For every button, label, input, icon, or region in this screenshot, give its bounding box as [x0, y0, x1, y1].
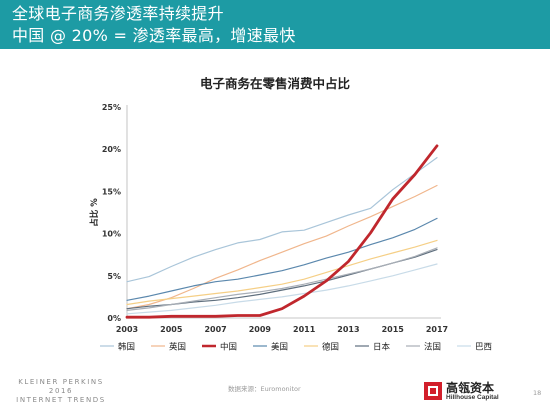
source-note: 数据来源：Euromonitor: [228, 385, 301, 393]
y-tick-label: 15%: [102, 187, 121, 196]
series-line-3: [125, 144, 439, 319]
series-line-1: [126, 157, 438, 283]
y-tick-label: 10%: [102, 230, 121, 239]
footer-brand-line: INTERNET TRENDS: [16, 396, 106, 404]
footer-brand: KLEINER PERKINS 2016 INTERNET TRENDS: [6, 378, 116, 405]
y-tick-label: 5%: [107, 272, 121, 281]
legend-label: 韩国: [118, 342, 135, 353]
x-tick-label: 2013: [337, 325, 359, 334]
slide-title: 全球电子商务渗透率持续提升: [12, 4, 224, 23]
legend-label: 巴西: [475, 343, 492, 353]
legend-label: 中国: [220, 342, 237, 353]
x-tick-label: 2007: [204, 325, 226, 334]
x-tick-label: 2017: [426, 325, 448, 334]
legend-label: 日本: [373, 342, 391, 353]
legend-label: 德国: [322, 342, 339, 353]
y-tick-label: 0%: [107, 314, 121, 323]
footer-brand-line: KLEINER PERKINS: [18, 378, 104, 386]
legend-label: 英国: [169, 342, 186, 353]
legend-label: 法国: [424, 342, 441, 353]
series-line-6: [126, 249, 438, 310]
x-tick-label: 2005: [160, 325, 183, 334]
x-tick-label: 2009: [249, 325, 272, 334]
hillhouse-logo: 高瓴资本 Hillhouse Capital: [424, 381, 524, 403]
logo-mark-icon: [424, 382, 442, 400]
y-tick-label: 25%: [102, 103, 121, 112]
x-tick-label: 2003: [116, 325, 138, 334]
series-line-8: [126, 263, 438, 315]
series-line-5: [126, 239, 438, 306]
series-line-7: [126, 247, 438, 311]
logo-english-name: Hillhouse Capital: [446, 394, 499, 401]
logo-chinese-name: 高瓴资本: [446, 381, 495, 395]
legend-label: 美国: [271, 342, 288, 353]
series-line-4: [126, 217, 438, 301]
footer-brand-line: 2016: [48, 387, 74, 395]
chart-title: 电子商务在零售消费中占比: [200, 76, 351, 91]
title-banner: 全球电子商务渗透率持续提升 中国 @ 20% = 渗透率最高，增速最快: [0, 0, 550, 49]
y-tick-label: 20%: [102, 145, 121, 154]
x-tick-label: 2011: [293, 325, 316, 334]
page-number: 18: [533, 389, 542, 397]
slide-subtitle: 中国 @ 20% = 渗透率最高，增速最快: [12, 26, 296, 45]
y-axis-label: 占比 %: [89, 198, 100, 227]
x-tick-label: 2015: [382, 325, 405, 334]
